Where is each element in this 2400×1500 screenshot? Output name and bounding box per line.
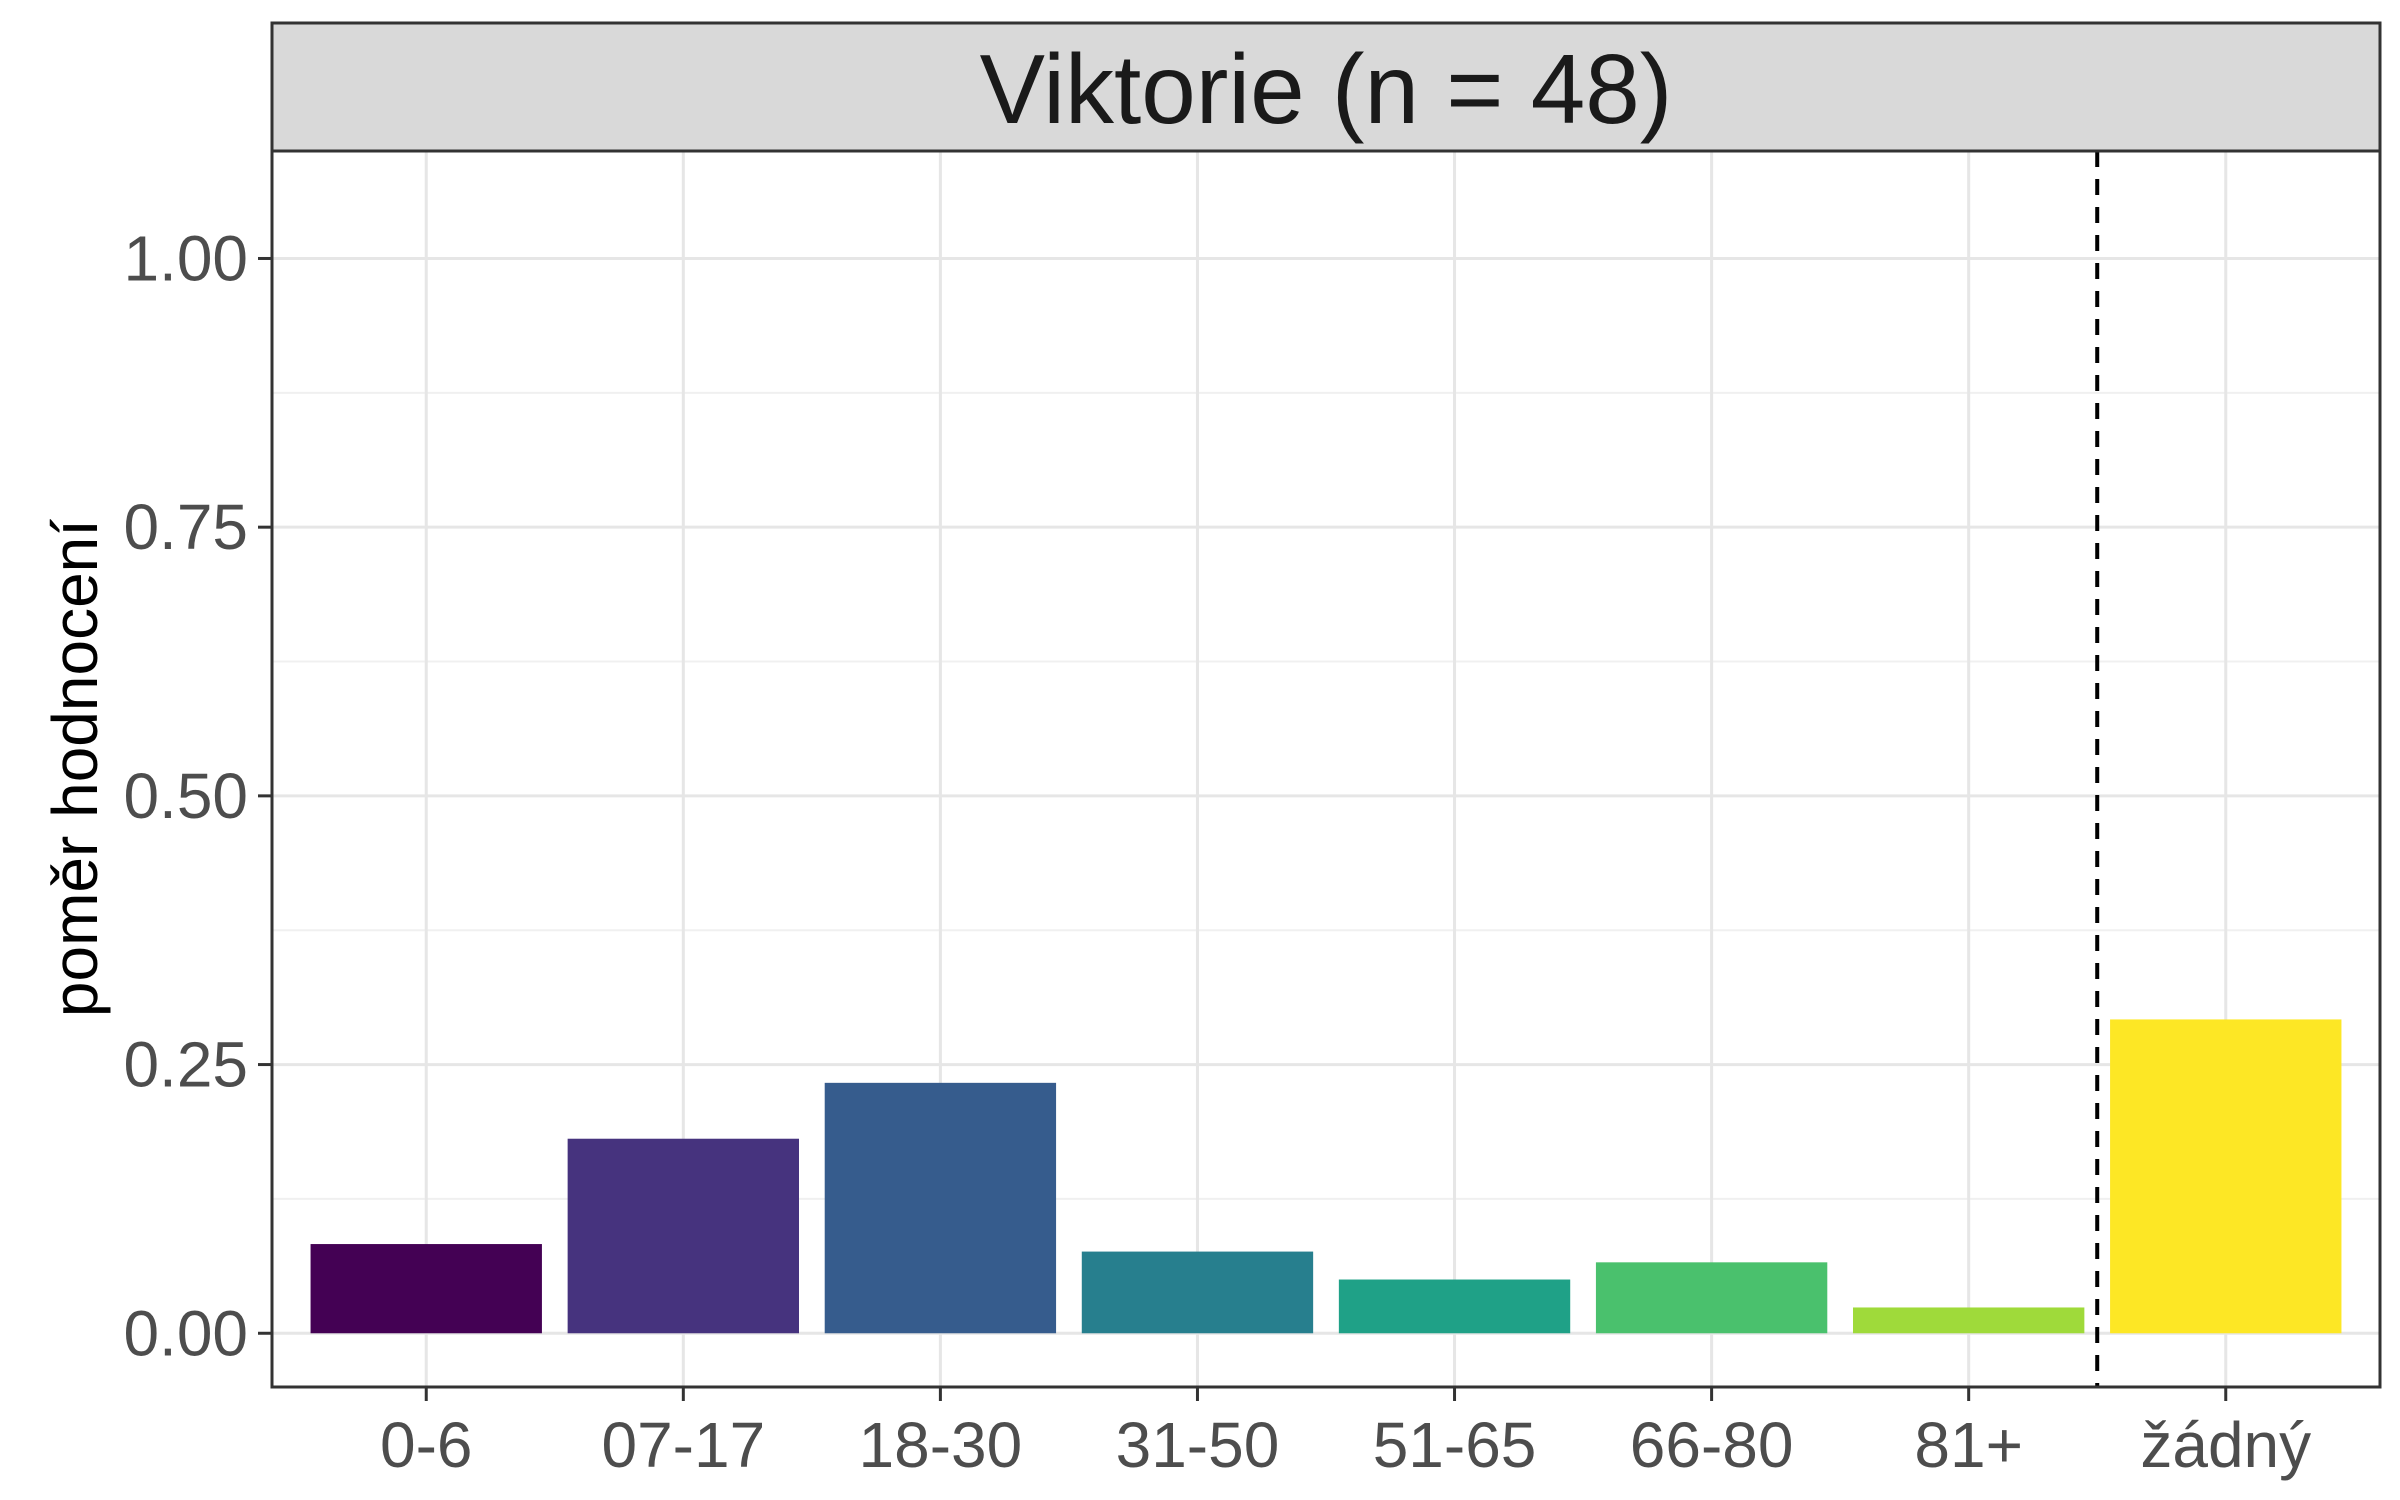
strip-background [270,21,2382,153]
x-tick-label: 81+ [1914,1409,2023,1481]
y-tick-label: 0.50 [123,760,248,832]
bar-07-17 [567,1138,799,1334]
bar-81+ [1853,1307,2085,1334]
y-axis: 0.00 0.25 0.50 0.75 1.00 [123,222,272,1369]
y-tick-label: 0.75 [123,491,248,563]
x-tick-label: 18-30 [859,1409,1023,1481]
x-tick-label: 0-6 [380,1409,473,1481]
x-tick-label: 07-17 [601,1409,765,1481]
y-tick-label: 0.00 [123,1297,248,1369]
x-axis: 0-6 07-17 18-30 31-50 51-65 66-80 81+ žádný [380,1387,2311,1481]
bar-51-65 [1338,1279,1571,1334]
x-tick-label: 51-65 [1373,1409,1537,1481]
bar-žádný [2110,1019,2342,1334]
x-tick-label: žádný [2140,1409,2311,1481]
bar-66-80 [1595,1262,1828,1334]
x-tick-label: 66-80 [1630,1409,1794,1481]
x-tick-label: 31-50 [1116,1409,1280,1481]
bars [310,1019,2342,1334]
y-tick-label: 0.25 [123,1029,248,1101]
y-tick-label: 1.00 [123,222,248,294]
bar-31-50 [1081,1251,1314,1334]
chart-title: Viktorie (n = 48) [980,34,1673,144]
plot-panel-border [270,149,2382,1389]
bar-18-30 [824,1082,1057,1334]
y-axis-label: poměr hodnocení [39,519,111,1017]
bar-0-6 [310,1244,542,1334]
